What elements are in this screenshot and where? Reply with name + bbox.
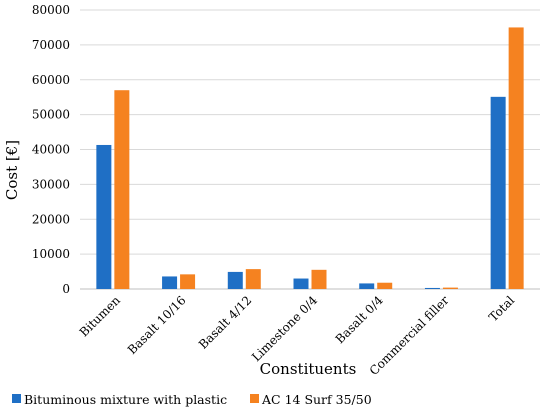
bar — [490, 96, 506, 290]
y-tick-label: 80000 — [32, 3, 70, 17]
bar — [359, 283, 375, 289]
y-tick-label: 0 — [62, 282, 70, 296]
x-axis-title: Constituents — [260, 360, 357, 378]
y-tick-label: 10000 — [32, 247, 70, 261]
bar — [508, 27, 524, 289]
x-tick-label: Basalt 10/16 — [125, 293, 189, 357]
x-tick-label: Basalt 4/12 — [196, 293, 254, 351]
legend-label: AC 14 Surf 35/50 — [261, 392, 372, 407]
x-tick-label: Basalt 0/4 — [333, 293, 386, 346]
bar — [442, 287, 458, 289]
y-tick-label: 50000 — [32, 108, 70, 122]
bar — [227, 271, 243, 289]
y-tick-label: 40000 — [32, 143, 70, 157]
bar — [96, 144, 112, 289]
gridlines — [80, 9, 540, 290]
bar — [311, 269, 327, 289]
legend: Bituminous mixture with plastic AC 14 Sur… — [12, 392, 372, 407]
x-tick-label: Limestone 0/4 — [249, 293, 320, 364]
y-tick-label: 30000 — [32, 177, 70, 191]
bar — [377, 282, 393, 289]
legend-label: Bituminous mixture with plastic — [24, 392, 227, 407]
x-tick-label: Bitumen — [77, 293, 123, 339]
bar — [114, 90, 130, 290]
legend-swatch — [250, 394, 259, 403]
bar — [424, 287, 440, 289]
y-tick-label: 20000 — [32, 212, 70, 226]
bar — [162, 276, 178, 289]
y-tick-label: 70000 — [32, 38, 70, 52]
y-tick-labels: 0 10000 20000 30000 40000 50000 60000 70000 8000… — [32, 3, 70, 296]
y-tick-label: 60000 — [32, 73, 70, 87]
bar — [293, 278, 309, 289]
bar — [180, 274, 196, 289]
legend-swatch — [12, 394, 21, 403]
y-axis-title: Cost [€] — [3, 140, 21, 200]
bar — [245, 269, 261, 289]
x-tick-label: Total — [486, 293, 517, 324]
bars — [96, 27, 524, 290]
